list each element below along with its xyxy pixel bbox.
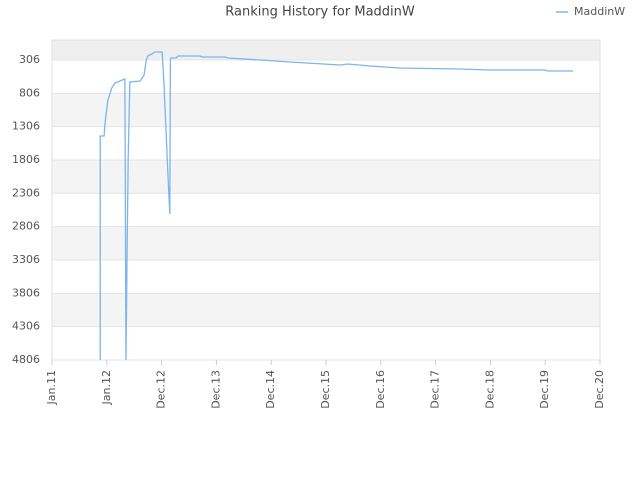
band [52,40,600,60]
chart-title: Ranking History for MaddinW [225,5,415,20]
data-line [99,51,574,361]
x-tick-label: Jan.12 [100,370,113,405]
y-tick-label: 3806 [12,286,40,299]
x-tick-label: Dec.17 [429,370,442,409]
y-tick-label: 2306 [12,186,40,199]
x-tick-label: Dec.14 [264,370,277,409]
y-tick-label: 2806 [12,220,40,233]
x-tick-label: Dec.16 [374,370,387,409]
x-tick-label: Dec.20 [593,370,606,409]
x-tick-label: Dec.15 [319,370,332,409]
band [52,160,600,194]
band [52,93,600,127]
y-tick-label: 4806 [12,353,40,366]
x-tick-label: Dec.13 [209,370,222,409]
x-tick-label: Dec.12 [155,370,168,409]
y-tick-label: 1806 [12,153,40,166]
band [52,226,600,260]
legend-item: MaddinW [556,5,625,18]
y-tick-label: 1306 [12,120,40,133]
x-tick-label: Dec.19 [538,370,551,409]
x-tick-label: Jan.11 [45,370,58,405]
y-tick-label: 306 [19,53,40,66]
y-tick-label: 4306 [12,320,40,333]
band [52,293,600,327]
y-tick-label: 3306 [12,253,40,266]
y-tick-label: 806 [19,86,40,99]
x-tick-label: Dec.18 [483,370,496,409]
legend-label: MaddinW [574,5,625,18]
